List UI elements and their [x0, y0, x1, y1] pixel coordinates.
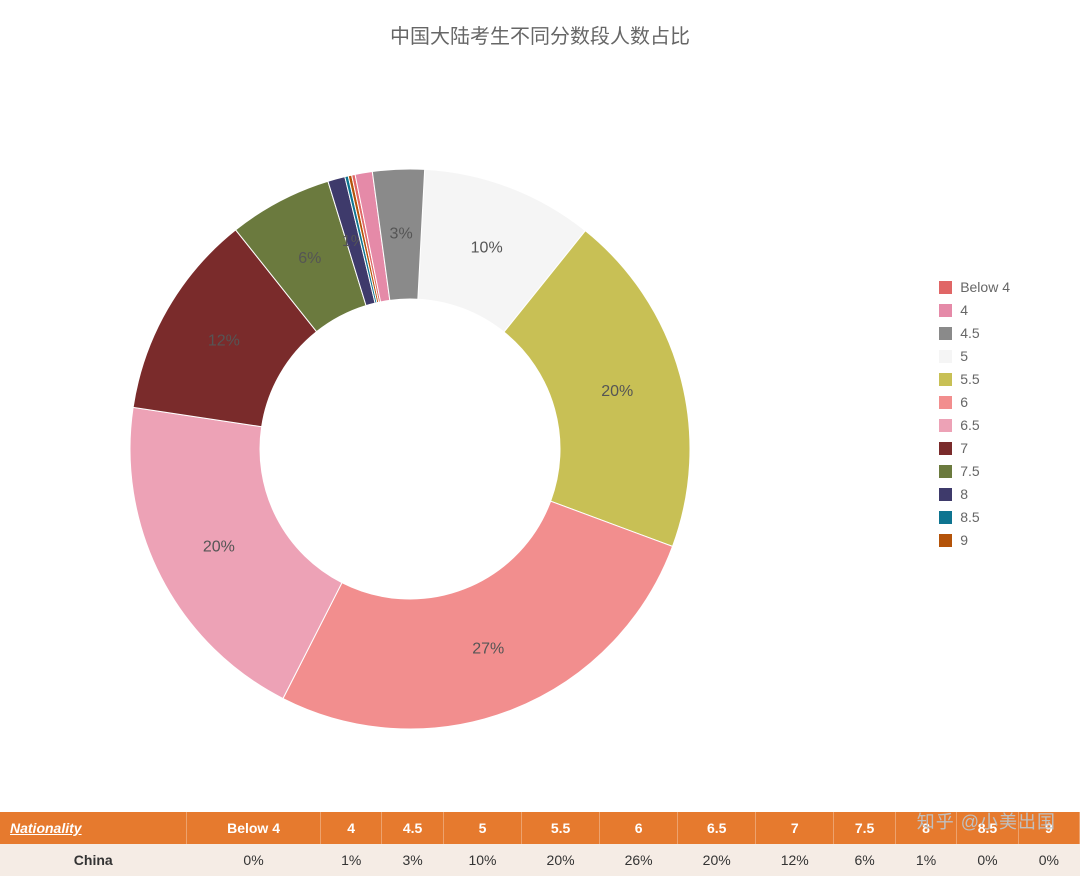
table-cell: 0% [1018, 844, 1079, 876]
table-cell: China [0, 844, 186, 876]
table-header: 4 [321, 812, 382, 844]
table-header: 6 [600, 812, 678, 844]
table-cell: 10% [443, 844, 521, 876]
legend-swatch [939, 350, 952, 363]
legend-item: 6.5 [939, 417, 1010, 433]
table-header: Below 4 [186, 812, 320, 844]
table-header: 7.5 [834, 812, 896, 844]
legend-swatch [939, 442, 952, 455]
legend-item: 7.5 [939, 463, 1010, 479]
slice-label: 12% [208, 333, 240, 350]
legend-item: 6 [939, 394, 1010, 410]
legend-item: 7 [939, 440, 1010, 456]
slice-label: 20% [203, 539, 235, 556]
legend-item: Below 4 [939, 279, 1010, 295]
chart-area: 10%20%27%20%12%6%1%3% Below 444.555.566.… [0, 49, 1080, 809]
legend-swatch [939, 327, 952, 340]
legend-label: 9 [960, 532, 968, 548]
chart-legend: Below 4 4 4.5 5 5.5 6 6.5 7 7.5 8 8.5 9 [939, 279, 1010, 555]
legend-label: 4.5 [960, 325, 979, 341]
legend-swatch [939, 373, 952, 386]
watermark: 知乎 @小美出国 [917, 808, 1056, 834]
donut-slice [283, 501, 673, 729]
table-cell: 1% [895, 844, 956, 876]
table-cell: 26% [600, 844, 678, 876]
legend-item: 8.5 [939, 509, 1010, 525]
legend-swatch [939, 281, 952, 294]
legend-swatch [939, 511, 952, 524]
table-header: 5.5 [522, 812, 600, 844]
legend-swatch [939, 488, 952, 501]
legend-item: 9 [939, 532, 1010, 548]
legend-item: 5.5 [939, 371, 1010, 387]
slice-label: 20% [601, 383, 633, 400]
table-cell: 20% [522, 844, 600, 876]
legend-label: 6.5 [960, 417, 979, 433]
legend-swatch [939, 419, 952, 432]
legend-label: 6 [960, 394, 968, 410]
legend-item: 4 [939, 302, 1010, 318]
donut-chart: 10%20%27%20%12%6%1%3% [70, 109, 750, 789]
legend-item: 5 [939, 348, 1010, 364]
table-cell: 6% [834, 844, 896, 876]
slice-label: 6% [298, 250, 321, 267]
legend-label: 7 [960, 440, 968, 456]
table-cell: 3% [382, 844, 444, 876]
slice-label: 10% [471, 239, 503, 256]
table-cell: 12% [756, 844, 834, 876]
legend-swatch [939, 534, 952, 547]
legend-label: 8 [960, 486, 968, 502]
legend-label: 7.5 [960, 463, 979, 479]
table-header-nationality: Nationality [0, 812, 186, 844]
table-row: China0%1%3%10%20%26%20%12%6%1%0%0% [0, 844, 1080, 876]
chart-title: 中国大陆考生不同分数段人数占比 [0, 0, 1080, 49]
table-header: 6.5 [678, 812, 756, 844]
table-cell: 1% [321, 844, 382, 876]
legend-label: 8.5 [960, 509, 979, 525]
legend-swatch [939, 465, 952, 478]
table-header: 4.5 [382, 812, 444, 844]
table-cell: 20% [678, 844, 756, 876]
legend-swatch [939, 396, 952, 409]
table-cell: 0% [186, 844, 320, 876]
table-header: 7 [756, 812, 834, 844]
legend-label: 5.5 [960, 371, 979, 387]
legend-item: 8 [939, 486, 1010, 502]
legend-swatch [939, 304, 952, 317]
legend-label: Below 4 [960, 279, 1010, 295]
table-header: 5 [443, 812, 521, 844]
slice-label: 3% [390, 225, 413, 242]
table-cell: 0% [957, 844, 1019, 876]
slice-label: 27% [472, 640, 504, 657]
legend-item: 4.5 [939, 325, 1010, 341]
legend-label: 4 [960, 302, 968, 318]
legend-label: 5 [960, 348, 968, 364]
